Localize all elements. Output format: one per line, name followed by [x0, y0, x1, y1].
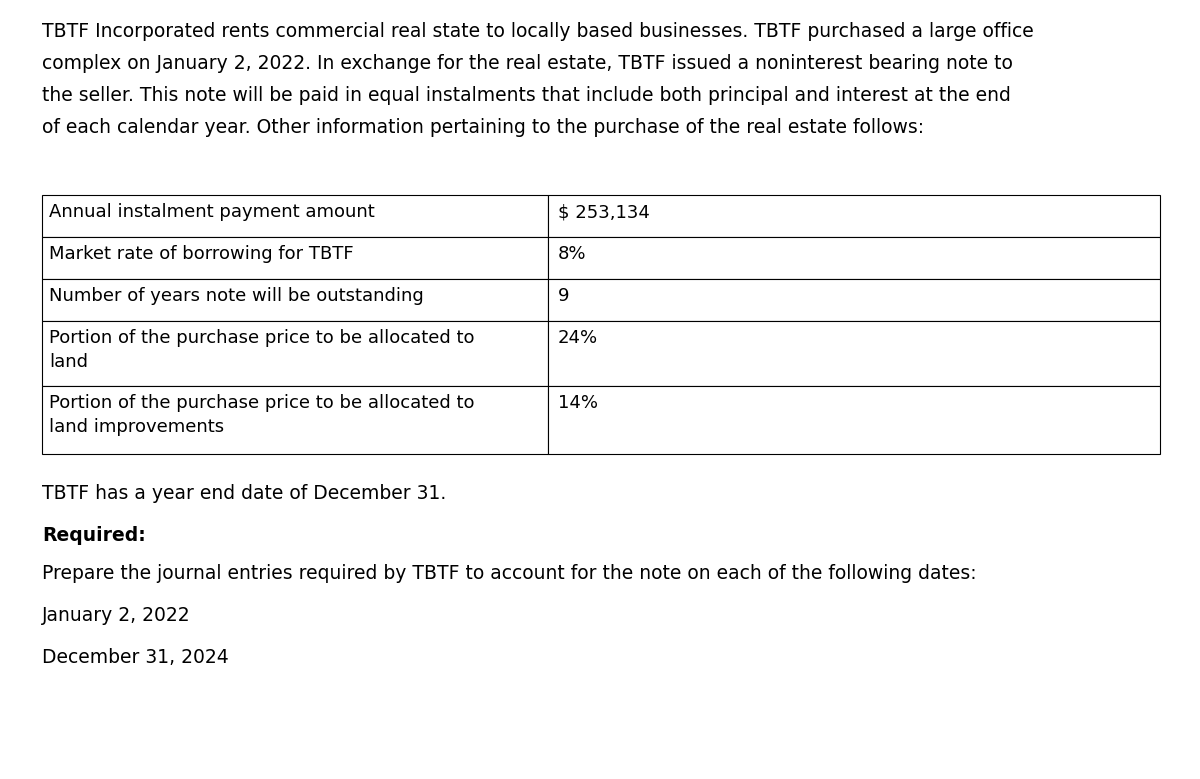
Bar: [42, 321, 548, 386]
Text: December 31, 2024: December 31, 2024: [42, 648, 229, 667]
Text: 9: 9: [558, 287, 570, 305]
Text: 8%: 8%: [558, 245, 587, 263]
Text: Portion of the purchase price to be allocated to
land: Portion of the purchase price to be allo…: [49, 329, 474, 372]
Bar: [42, 279, 548, 321]
Bar: [42, 237, 548, 279]
Text: 24%: 24%: [558, 329, 598, 347]
Text: $ 253,134: $ 253,134: [558, 203, 650, 221]
Text: TBTF Incorporated rents commercial real state to locally based businesses. TBTF : TBTF Incorporated rents commercial real …: [42, 22, 1033, 41]
Text: Number of years note will be outstanding: Number of years note will be outstanding: [49, 287, 424, 305]
Text: Annual instalment payment amount: Annual instalment payment amount: [49, 203, 374, 221]
Text: TBTF has a year end date of December 31.: TBTF has a year end date of December 31.: [42, 484, 446, 503]
Bar: [548, 386, 1160, 454]
Text: January 2, 2022: January 2, 2022: [42, 606, 191, 625]
Text: 14%: 14%: [558, 394, 598, 412]
Bar: [548, 195, 1160, 237]
Text: Market rate of borrowing for TBTF: Market rate of borrowing for TBTF: [49, 245, 354, 263]
Bar: [548, 237, 1160, 279]
Text: Required:: Required:: [42, 526, 145, 545]
Text: Prepare the journal entries required by TBTF to account for the note on each of : Prepare the journal entries required by …: [42, 564, 977, 583]
Bar: [42, 195, 548, 237]
Bar: [42, 386, 548, 454]
Text: complex on January 2, 2022. In exchange for the real estate, TBTF issued a nonin: complex on January 2, 2022. In exchange …: [42, 54, 1013, 73]
Text: Portion of the purchase price to be allocated to
land improvements: Portion of the purchase price to be allo…: [49, 394, 474, 436]
Bar: [548, 279, 1160, 321]
Text: of each calendar year. Other information pertaining to the purchase of the real : of each calendar year. Other information…: [42, 118, 924, 137]
Bar: [548, 321, 1160, 386]
Text: the seller. This note will be paid in equal instalments that include both princi: the seller. This note will be paid in eq…: [42, 86, 1010, 105]
